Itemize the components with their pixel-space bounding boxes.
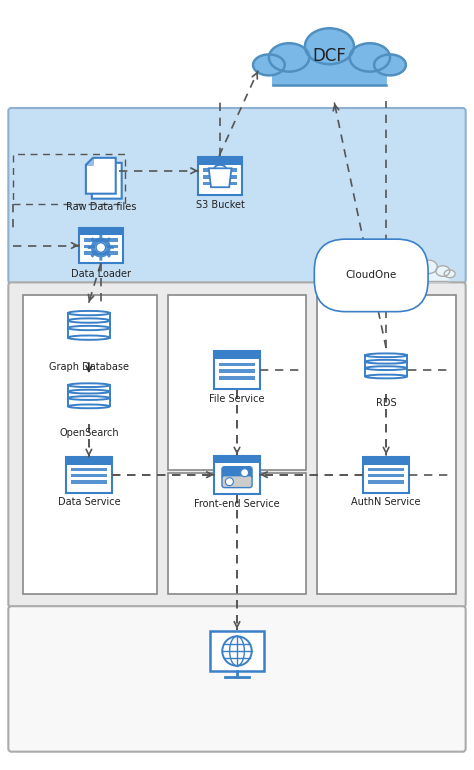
Bar xyxy=(219,370,255,373)
Circle shape xyxy=(96,243,106,253)
Bar xyxy=(365,355,407,363)
FancyBboxPatch shape xyxy=(222,467,252,479)
Polygon shape xyxy=(88,234,114,261)
FancyBboxPatch shape xyxy=(168,473,306,594)
Bar xyxy=(219,377,255,380)
Bar xyxy=(368,467,404,471)
Text: RDS: RDS xyxy=(376,398,396,408)
Bar xyxy=(203,182,237,186)
FancyBboxPatch shape xyxy=(198,157,242,195)
Ellipse shape xyxy=(253,55,285,75)
Polygon shape xyxy=(92,162,99,169)
Bar xyxy=(363,457,409,464)
FancyBboxPatch shape xyxy=(409,270,449,282)
Polygon shape xyxy=(86,158,116,194)
Bar xyxy=(214,351,260,360)
Ellipse shape xyxy=(68,383,110,387)
Ellipse shape xyxy=(436,266,450,276)
Ellipse shape xyxy=(68,311,110,315)
Bar xyxy=(368,474,404,477)
FancyBboxPatch shape xyxy=(214,351,260,389)
Bar xyxy=(365,362,407,370)
Ellipse shape xyxy=(365,367,407,370)
FancyBboxPatch shape xyxy=(222,476,252,487)
Ellipse shape xyxy=(68,404,110,408)
Text: Raw Data files: Raw Data files xyxy=(65,202,136,212)
FancyBboxPatch shape xyxy=(79,228,123,263)
Ellipse shape xyxy=(402,270,413,278)
Ellipse shape xyxy=(350,43,390,72)
Ellipse shape xyxy=(374,55,406,75)
Bar xyxy=(210,631,264,671)
Bar xyxy=(84,245,118,248)
Ellipse shape xyxy=(408,266,422,276)
Bar xyxy=(84,251,118,255)
Text: CloudOne: CloudOne xyxy=(346,270,397,280)
FancyBboxPatch shape xyxy=(66,457,112,493)
Ellipse shape xyxy=(269,43,309,72)
Bar xyxy=(203,169,237,172)
Bar xyxy=(368,480,404,484)
FancyBboxPatch shape xyxy=(9,606,465,752)
FancyBboxPatch shape xyxy=(168,296,306,470)
Bar xyxy=(68,392,110,400)
FancyBboxPatch shape xyxy=(9,108,465,283)
Polygon shape xyxy=(92,162,122,199)
Text: S3 Bucket: S3 Bucket xyxy=(196,199,245,209)
Ellipse shape xyxy=(68,318,110,323)
Text: AuthN Service: AuthN Service xyxy=(351,497,421,507)
Bar xyxy=(71,480,107,484)
Ellipse shape xyxy=(68,390,110,393)
Bar xyxy=(198,157,242,165)
Bar xyxy=(68,328,110,338)
FancyBboxPatch shape xyxy=(273,53,386,85)
Ellipse shape xyxy=(444,270,455,278)
Polygon shape xyxy=(86,158,93,165)
Bar xyxy=(68,313,110,323)
Bar xyxy=(68,398,110,407)
FancyBboxPatch shape xyxy=(23,296,157,594)
Text: OpenSearch: OpenSearch xyxy=(59,428,118,438)
Ellipse shape xyxy=(68,326,110,330)
FancyBboxPatch shape xyxy=(317,296,456,594)
Ellipse shape xyxy=(68,397,110,400)
FancyBboxPatch shape xyxy=(214,456,260,494)
Bar xyxy=(71,474,107,477)
Bar xyxy=(66,457,112,464)
Bar xyxy=(203,176,237,179)
Bar xyxy=(71,467,107,471)
Ellipse shape xyxy=(365,375,407,378)
Text: Data Loader: Data Loader xyxy=(71,270,131,280)
Text: Graph Database: Graph Database xyxy=(49,362,129,372)
Circle shape xyxy=(226,477,233,486)
FancyBboxPatch shape xyxy=(363,457,409,493)
Bar xyxy=(84,239,118,242)
Ellipse shape xyxy=(365,353,407,357)
Bar xyxy=(13,154,125,203)
Ellipse shape xyxy=(68,336,110,340)
Bar xyxy=(79,228,123,236)
Ellipse shape xyxy=(305,28,354,64)
Polygon shape xyxy=(209,169,231,187)
Text: DCF: DCF xyxy=(312,47,346,65)
Bar xyxy=(68,385,110,393)
Text: Data Service: Data Service xyxy=(57,497,120,507)
Circle shape xyxy=(241,469,248,477)
FancyBboxPatch shape xyxy=(9,283,465,608)
Text: Front-end Service: Front-end Service xyxy=(194,499,280,509)
Text: File Service: File Service xyxy=(209,394,265,404)
Bar xyxy=(214,456,260,464)
Ellipse shape xyxy=(420,260,438,273)
Ellipse shape xyxy=(365,360,407,363)
Bar xyxy=(219,363,255,367)
Bar xyxy=(68,320,110,330)
Bar xyxy=(365,368,407,377)
